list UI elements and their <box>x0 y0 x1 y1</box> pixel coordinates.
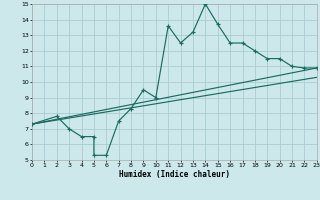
X-axis label: Humidex (Indice chaleur): Humidex (Indice chaleur) <box>119 170 230 179</box>
